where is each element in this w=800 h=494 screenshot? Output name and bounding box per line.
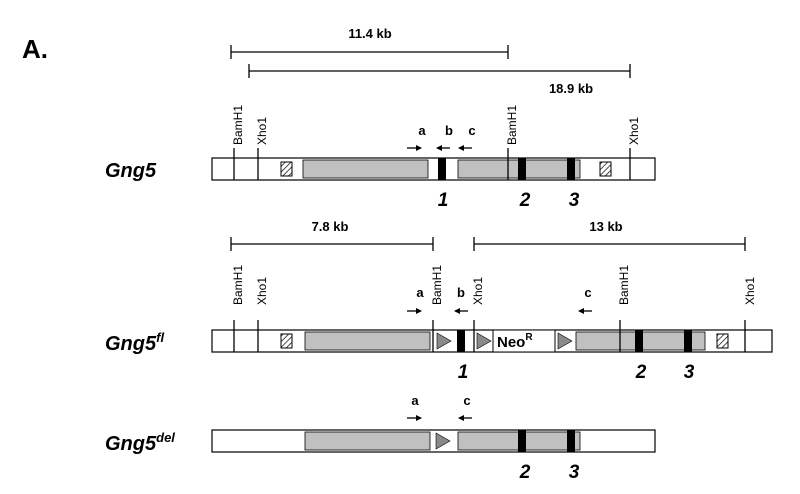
loxp-site (476, 332, 492, 350)
fragment-label: 13 kb (589, 219, 622, 234)
exon (457, 330, 465, 352)
floxed-map: 7.8 kb 13 kb BamH1 Xho1 BamH1 Xho1 BamH1… (105, 219, 773, 383)
exon (567, 430, 575, 452)
primer-label: c (468, 123, 475, 138)
exon (518, 430, 526, 452)
fragment-label: 11.4 kb (348, 26, 391, 41)
fragment-label: 7.8 kb (312, 219, 349, 234)
exon-number: 2 (519, 462, 531, 483)
site-label: BamH1 (430, 265, 444, 305)
exon (438, 158, 446, 180)
deleted-map: a c Gng5del 2 3 (105, 393, 656, 483)
exon-number: 1 (438, 190, 449, 211)
site-label: Xho1 (627, 117, 641, 145)
exon-number: 2 (519, 190, 531, 211)
site-label: BamH1 (231, 265, 245, 305)
exon-number: 2 (635, 362, 647, 383)
homology-region (304, 431, 431, 451)
exon-number: 3 (684, 362, 695, 383)
exon-number: 1 (458, 362, 469, 383)
cassette-text: Neo (497, 334, 525, 351)
gene-superscript: fl (156, 330, 164, 345)
site-label: BamH1 (617, 265, 631, 305)
gene-superscript: del (156, 430, 175, 445)
gene-name: Gng5fl (105, 330, 164, 355)
site-label: BamH1 (231, 105, 245, 145)
exon-number: 3 (569, 190, 580, 211)
primer-label: b (457, 285, 465, 300)
hatched-box (280, 161, 293, 177)
exon (518, 158, 526, 180)
primer-label: a (416, 285, 424, 300)
locus-bar (211, 157, 656, 181)
site-label: Xho1 (743, 277, 757, 305)
site-label: Xho1 (255, 277, 269, 305)
exon (684, 330, 692, 352)
locus-bar (211, 429, 656, 453)
gene-name: Gng5del (105, 430, 175, 455)
site-label: Xho1 (471, 277, 485, 305)
exon (635, 330, 643, 352)
primer-label: c (584, 285, 591, 300)
primer-label: a (418, 123, 426, 138)
site-label: Xho1 (255, 117, 269, 145)
loxp-site (435, 432, 451, 450)
homology-region (304, 331, 431, 351)
gene-name: Gng5 (105, 160, 157, 182)
cassette-label: NeoR (497, 332, 533, 351)
loxp-site (436, 332, 452, 350)
wild-type-map: 11.4 kb 18.9 kb BamH1 Xho1 BamH1 Xho1 a … (105, 26, 656, 211)
cassette-superscript: R (525, 332, 533, 343)
hatched-box (599, 161, 612, 177)
site-label: BamH1 (505, 105, 519, 145)
fragment-label: 18.9 kb (549, 81, 593, 96)
exon (567, 158, 575, 180)
primer-label: b (445, 123, 453, 138)
hatched-box (716, 333, 729, 349)
gene-name-text: Gng5 (105, 160, 157, 182)
primer-label: c (463, 393, 470, 408)
primer-label: a (411, 393, 419, 408)
homology-region (302, 159, 429, 179)
gene-name-text: Gng5 (105, 333, 157, 355)
panel-label: A. (22, 34, 48, 64)
neo-cassette (492, 329, 556, 353)
exon-number: 3 (569, 462, 580, 483)
loxp-site (557, 332, 573, 350)
hatched-box (280, 333, 293, 349)
gene-name-text: Gng5 (105, 433, 157, 455)
